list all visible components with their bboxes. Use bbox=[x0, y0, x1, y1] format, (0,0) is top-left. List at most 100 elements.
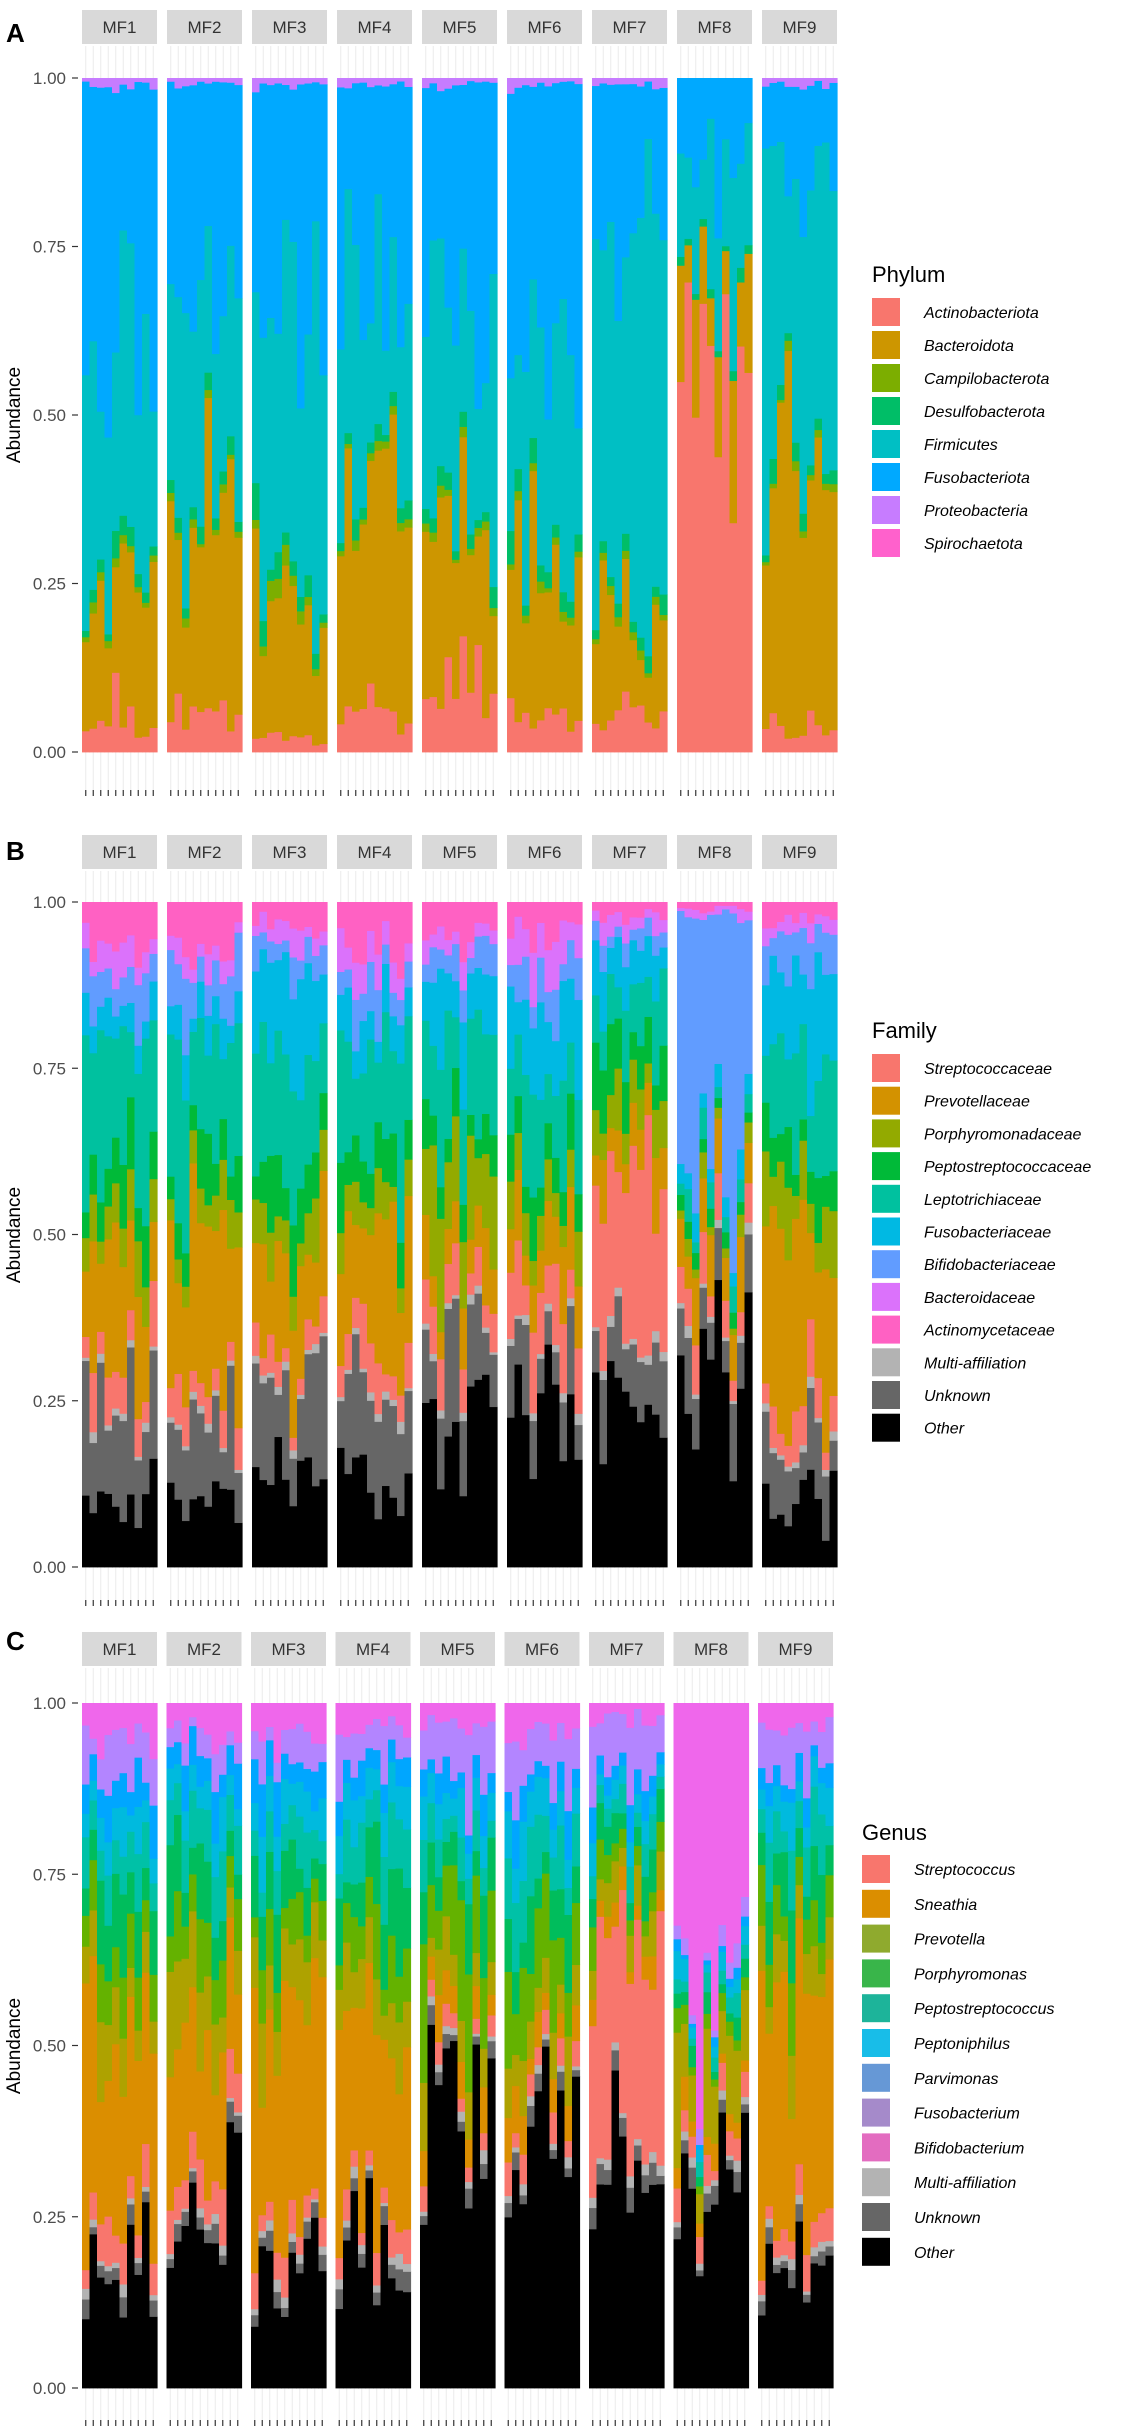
bar-segment bbox=[544, 592, 553, 709]
bar-segment bbox=[174, 1259, 183, 1284]
bar-segment bbox=[89, 78, 98, 87]
facet-strip bbox=[589, 1632, 664, 1666]
bar-segment bbox=[552, 322, 561, 525]
bar-segment bbox=[504, 2217, 513, 2389]
bar-segment bbox=[714, 914, 723, 1065]
bar-segment bbox=[274, 1361, 283, 1387]
bar-segment bbox=[803, 1797, 812, 1828]
bar-segment bbox=[629, 1031, 638, 1060]
bar-segment bbox=[104, 86, 113, 438]
bar-segment bbox=[437, 1069, 446, 1188]
bar-segment bbox=[699, 1093, 708, 1108]
bar-segment bbox=[258, 2237, 267, 2247]
bar-segment bbox=[659, 1351, 668, 1362]
bar-segment bbox=[350, 1703, 359, 1734]
legend-swatch bbox=[862, 2098, 890, 2127]
bar-segment bbox=[258, 1892, 267, 1917]
bar-segment bbox=[522, 902, 531, 930]
bar-segment bbox=[659, 1147, 668, 1190]
bar-segment bbox=[435, 2084, 444, 2389]
bar-segment bbox=[367, 1173, 376, 1209]
bar-segment bbox=[656, 1910, 665, 2166]
bar-segment bbox=[622, 691, 631, 753]
bar-segment bbox=[537, 902, 546, 923]
bar-segment bbox=[112, 1807, 121, 1841]
bar-segment bbox=[196, 1918, 205, 1993]
bar-segment bbox=[127, 1002, 136, 1033]
bar-segment bbox=[459, 1495, 468, 1568]
bar-segment bbox=[197, 526, 206, 545]
bar-segment bbox=[652, 1001, 661, 1086]
bar-segment bbox=[707, 1322, 716, 1360]
bar-segment bbox=[818, 1942, 827, 1975]
bar-segment bbox=[529, 279, 538, 439]
bar-segment bbox=[592, 1042, 601, 1111]
bar-segment bbox=[696, 2161, 705, 2178]
bar-segment bbox=[97, 1331, 106, 1354]
bar-segment bbox=[467, 554, 476, 693]
bar-segment bbox=[522, 1314, 531, 1325]
bar-segment bbox=[792, 1052, 801, 1175]
bar-segment bbox=[234, 714, 243, 753]
bar-segment bbox=[559, 1080, 568, 1193]
bar-segment bbox=[82, 922, 91, 949]
bar-segment bbox=[522, 1324, 531, 1416]
bar-segment bbox=[274, 83, 283, 334]
facet-strip bbox=[592, 10, 667, 44]
bar-segment bbox=[182, 627, 191, 730]
bar-segment bbox=[149, 1858, 158, 1884]
bar-segment bbox=[311, 1878, 320, 1903]
bar-segment bbox=[380, 2224, 389, 2389]
bar-segment bbox=[711, 2204, 720, 2389]
bar-segment bbox=[420, 1891, 429, 1945]
bar-segment bbox=[182, 1406, 191, 1447]
bar-segment bbox=[119, 1806, 128, 1857]
bar-segment bbox=[112, 2043, 121, 2236]
bar-segment bbox=[604, 1713, 613, 1778]
bar-segment bbox=[134, 573, 143, 588]
bar-segment bbox=[765, 2218, 774, 2228]
bar-segment bbox=[507, 564, 516, 570]
facet-label: MF9 bbox=[783, 18, 817, 37]
bar-segment bbox=[380, 1784, 389, 1814]
bar-segment bbox=[482, 1227, 491, 1306]
facet-strip bbox=[252, 835, 327, 869]
bar-segment bbox=[529, 1197, 538, 1262]
bar-segment bbox=[166, 1703, 175, 1729]
bar-segment bbox=[567, 1297, 576, 1307]
legend-item: Streptococcus bbox=[862, 1855, 1015, 1883]
bar-segment bbox=[149, 981, 158, 1021]
bar-segment bbox=[89, 2192, 98, 2220]
bar-segment bbox=[589, 1703, 598, 1727]
bar-segment bbox=[737, 346, 746, 753]
bar-segment bbox=[480, 1977, 489, 2049]
bar-segment bbox=[544, 1021, 553, 1075]
bar-segment bbox=[312, 1262, 321, 1327]
bar-segment bbox=[119, 1228, 128, 1268]
bar-segment bbox=[134, 586, 143, 593]
bar-segment bbox=[644, 81, 653, 140]
bar-segment bbox=[825, 2207, 834, 2242]
bar-segment bbox=[119, 2096, 128, 2244]
bar-segment bbox=[259, 737, 268, 753]
bar-segment bbox=[134, 1853, 143, 1912]
bar-segment bbox=[504, 1703, 513, 1744]
bar-segment bbox=[529, 86, 538, 280]
bar-segment bbox=[403, 2229, 412, 2265]
bar-segment bbox=[335, 1703, 344, 1735]
bar-segment bbox=[89, 961, 98, 977]
bar-segment bbox=[442, 2033, 451, 2049]
bar-segment bbox=[673, 2221, 682, 2228]
bar-segment bbox=[204, 1703, 213, 1735]
bar-segment bbox=[527, 2105, 536, 2127]
bar-segment bbox=[589, 1898, 598, 1928]
bar-segment bbox=[367, 1492, 376, 1568]
bar-segment bbox=[344, 432, 353, 445]
bar-segment bbox=[677, 78, 686, 154]
y-tick-label: 1.00 bbox=[33, 69, 66, 88]
bar-segment bbox=[788, 1850, 797, 1911]
bar-segment bbox=[629, 1059, 638, 1103]
bar-segment bbox=[480, 1794, 489, 1837]
bar-segment bbox=[607, 1023, 616, 1096]
bar-segment bbox=[467, 692, 476, 753]
